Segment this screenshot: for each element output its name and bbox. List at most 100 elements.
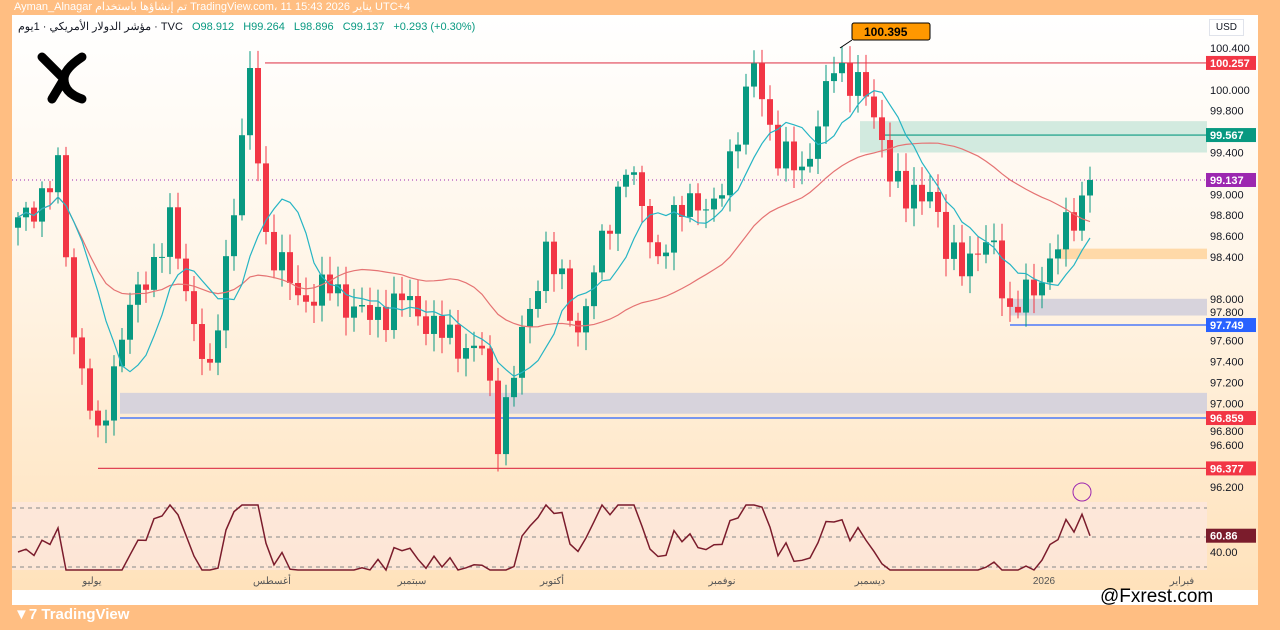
- ma-slow-line: [17, 142, 1091, 328]
- candle-body: [975, 253, 981, 255]
- candle-body: [791, 141, 797, 171]
- zone-top-tag-label: 99.567: [1210, 130, 1244, 142]
- candle-body: [423, 316, 429, 334]
- time-axis-label: أكتوبر: [539, 574, 564, 587]
- price-axis-label: 97.000: [1210, 398, 1244, 410]
- candle-body: [799, 166, 805, 171]
- candle-body: [279, 252, 285, 271]
- high-marker-label: 100.395: [864, 25, 908, 39]
- candle-body: [343, 284, 349, 318]
- candle-body: [951, 242, 957, 259]
- ma-fast-line: [17, 90, 1091, 378]
- candle-body: [463, 348, 469, 359]
- candle-body: [231, 215, 237, 257]
- candle-body: [911, 184, 917, 209]
- rsi-line: [17, 503, 1091, 572]
- candle-body: [151, 257, 157, 290]
- candle-body: [847, 62, 853, 96]
- candle-body: [471, 345, 477, 349]
- resistance-tag: [1206, 55, 1256, 70]
- candle-body: [479, 345, 485, 349]
- candle-body: [655, 242, 661, 257]
- candle-body: [607, 230, 613, 234]
- candle-body: [823, 81, 829, 127]
- chart-canvas[interactable]: 100.400 100.000 99.800 99.400 99.000 98.800 98…: [12, 15, 1258, 590]
- candle-body: [591, 272, 597, 307]
- candle-body: [623, 174, 629, 187]
- time-axis-label: أغسطس: [253, 574, 291, 587]
- candle-body: [503, 397, 509, 455]
- support1-tag-label: 97.749: [1210, 320, 1244, 332]
- candle-body: [615, 186, 621, 234]
- support2-tag-label: 96.859: [1210, 413, 1244, 425]
- candle-body: [1023, 279, 1029, 313]
- candle-body: [711, 198, 717, 210]
- last-price-tag-label: 99.137: [1210, 175, 1244, 187]
- high-marker-box: [851, 22, 931, 41]
- candle-body: [303, 295, 309, 302]
- candle-body: [527, 308, 533, 327]
- price-axis-label: 96.600: [1210, 440, 1244, 452]
- price-axis-label: 98.800: [1210, 210, 1244, 222]
- candle-body: [143, 284, 149, 290]
- candle-body: [159, 256, 165, 258]
- watermark: @Fxrest.com: [1100, 586, 1214, 607]
- candle-body: [447, 324, 453, 338]
- candle-body: [567, 268, 573, 321]
- price-axis-label: 100.400: [1210, 43, 1250, 55]
- price-axis-label: 96.200: [1210, 482, 1244, 494]
- last-price-tag: [1206, 172, 1256, 187]
- candle-body: [735, 144, 741, 152]
- candle-body: [1055, 249, 1061, 259]
- tradingview-brand: TradingView: [41, 606, 130, 623]
- candle-body: [295, 282, 301, 296]
- price-axis-label: 100.000: [1210, 85, 1250, 97]
- candle-body: [959, 242, 965, 277]
- price-axis-label: 98.600: [1210, 231, 1244, 243]
- candle-body: [119, 339, 125, 367]
- candle-body: [55, 155, 61, 193]
- price-axis-label: 96.800: [1210, 426, 1244, 438]
- candle-body: [551, 241, 557, 275]
- candle-body: [535, 291, 541, 309]
- rsi-value-label: 60.86: [1210, 531, 1238, 543]
- candle-body: [703, 209, 709, 211]
- currency-button[interactable]: USD: [1208, 19, 1244, 36]
- candle-body: [1047, 258, 1053, 283]
- time-axis-label: سبتمبر: [397, 576, 427, 587]
- candle-body: [783, 141, 789, 169]
- candle-body: [671, 204, 677, 253]
- candle-body: [287, 252, 293, 283]
- candle-body: [39, 188, 45, 222]
- price-chart[interactable]: 100.400 100.000 99.800 99.400 99.000 98.800 98…: [12, 15, 1258, 590]
- rsi-level-label: 40.00: [1210, 547, 1238, 559]
- candle-body: [135, 284, 141, 305]
- candle-body: [215, 330, 221, 363]
- chart-credit: Ayman_Alnagar تم إنشاؤها باستخدام Tradin…: [14, 1, 411, 13]
- candle-body: [175, 207, 181, 259]
- candle-body: [335, 284, 341, 294]
- price-axis-label: 99.000: [1210, 189, 1244, 201]
- candle-body: [631, 172, 637, 175]
- ohlc-low: L98.896: [293, 21, 334, 33]
- support2-tag: [1206, 411, 1256, 426]
- low-tag-label: 96.377: [1210, 463, 1244, 475]
- time-axis-label: فبراير: [1169, 576, 1195, 587]
- symbol-legend: مؤشر الدولار الأمريكي · 1يوم · TVC O98.9…: [18, 20, 475, 33]
- price-axis-label: 97.400: [1210, 357, 1244, 369]
- resistance-tag-label: 100.257: [1210, 58, 1250, 70]
- candle-body: [255, 68, 261, 164]
- symbol-name[interactable]: مؤشر الدولار الأمريكي · 1يوم · TVC: [18, 21, 183, 33]
- candle-body: [775, 124, 781, 169]
- candle-body: [807, 158, 813, 167]
- candle-body: [375, 306, 381, 320]
- candle-body: [271, 231, 277, 271]
- candle-body: [103, 420, 109, 426]
- candle-body: [1007, 298, 1013, 307]
- candle-body: [767, 99, 773, 125]
- candle-body: [1087, 179, 1093, 196]
- candle-body: [319, 274, 325, 306]
- candle-body: [719, 195, 725, 199]
- candle-body: [111, 366, 117, 421]
- candle-body: [1015, 306, 1021, 313]
